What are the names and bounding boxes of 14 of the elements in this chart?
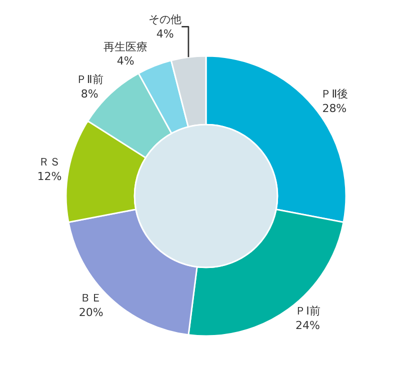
data-label: 12% [37, 170, 62, 183]
data-label: 24% [296, 318, 320, 332]
slice-label: ＢＥ [80, 292, 102, 305]
slice-label: ＰⅡ前 [76, 73, 104, 86]
slice-label: ＲＳ [38, 156, 60, 169]
data-label: 8% [80, 87, 98, 100]
slice-label: 再生医療 [104, 40, 148, 54]
slice-label: その他 [148, 13, 182, 26]
data-label: 28% [322, 102, 347, 115]
data-label: 4% [116, 54, 134, 68]
data-label: 20% [78, 306, 104, 319]
slice-label: ＰⅡ後 [320, 88, 348, 101]
slice-label: ＰⅠ前 [295, 304, 320, 318]
data-label: 4% [156, 27, 174, 40]
